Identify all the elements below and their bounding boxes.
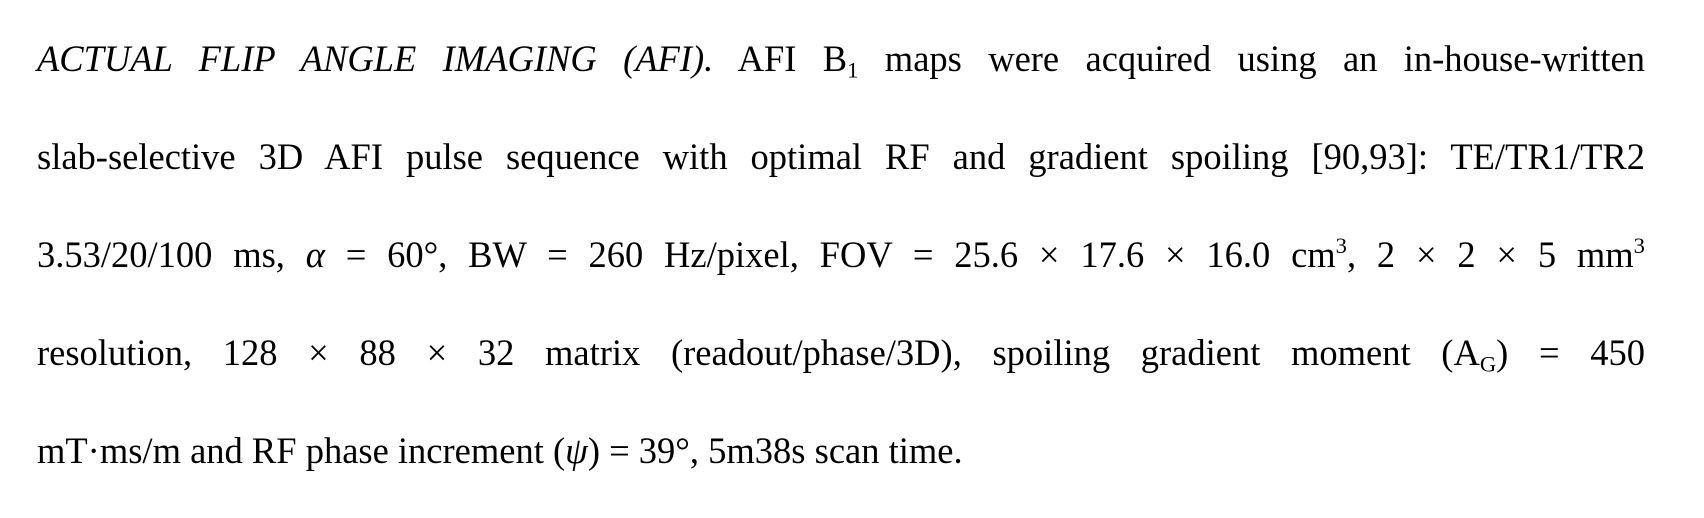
text-line-4-part-a: resolution, 128 × 88 × 32 matrix (readou… bbox=[37, 332, 1480, 373]
text-line-4-part-b: ) = 450 bbox=[1496, 332, 1645, 373]
subscript-g: G bbox=[1479, 351, 1497, 377]
text-line-4: resolution, 128 × 88 × 32 matrix (readou… bbox=[37, 322, 1645, 420]
alpha-symbol: α bbox=[305, 234, 325, 275]
text-line-1: ACTUAL FLIP ANGLE IMAGING (AFI). AFI B1 … bbox=[37, 28, 1645, 126]
text-line-3: 3.53/20/100 ms, α = 60°, BW = 260 Hz/pix… bbox=[37, 224, 1645, 322]
text-line-3-part-a: 3.53/20/100 ms, bbox=[37, 234, 306, 275]
text-line-5-part-a: mT·ms/m and RF phase increment ( bbox=[37, 430, 566, 471]
text-line-1-part-b: maps were acquired using an in-house-wri… bbox=[858, 38, 1645, 79]
text-line-5-part-b: ) = 39°, 5m38s scan time. bbox=[587, 430, 963, 471]
text-line-2-content: slab-selective 3D AFI pulse sequence wit… bbox=[37, 136, 1645, 177]
text-line-1-part-a: AFI B bbox=[737, 38, 848, 79]
text-line-5: mT·ms/m and RF phase increment (ψ) = 39°… bbox=[37, 420, 1645, 518]
text-line-2: slab-selective 3D AFI pulse sequence wit… bbox=[37, 126, 1645, 224]
text-line-3-part-b: = 60°, BW = 260 Hz/pixel, FOV = 25.6 × 1… bbox=[324, 234, 1336, 275]
subscript-1: 1 bbox=[847, 57, 859, 83]
psi-symbol: ψ bbox=[565, 430, 588, 471]
superscript-cm3: 3 bbox=[1335, 232, 1347, 258]
text-line-3-part-c: , 2 × 2 × 5 mm bbox=[1346, 234, 1634, 275]
superscript-mm3: 3 bbox=[1633, 232, 1645, 258]
methods-paragraph: ACTUAL FLIP ANGLE IMAGING (AFI). AFI B1 … bbox=[37, 28, 1645, 518]
section-heading: ACTUAL FLIP ANGLE IMAGING (AFI). bbox=[37, 38, 714, 79]
